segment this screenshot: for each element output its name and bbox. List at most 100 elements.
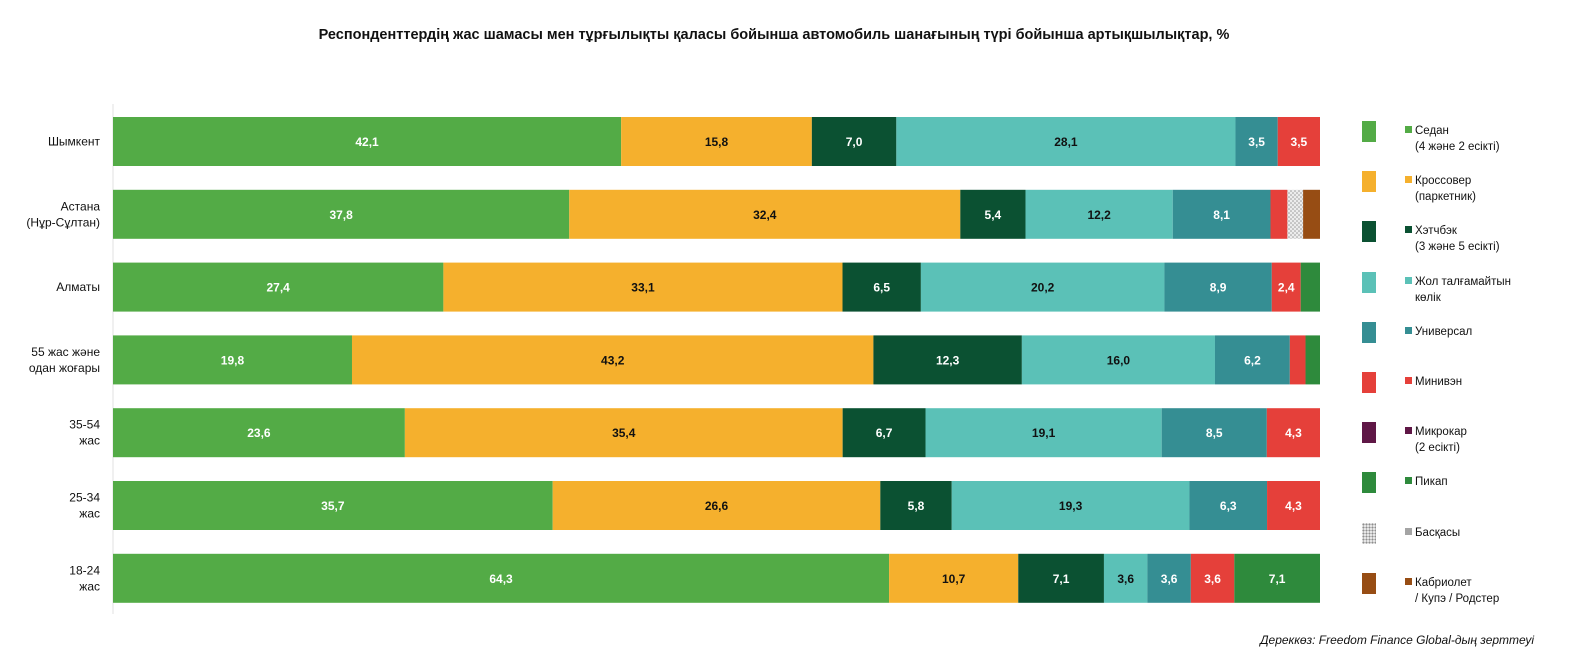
- legend-item: Универсал: [1362, 319, 1577, 359]
- legend-label: Хэтчбэк (3 және 5 есікті): [1415, 225, 1500, 254]
- bar-segment: [351, 335, 874, 385]
- category-label: 35-54 жас: [69, 418, 100, 448]
- legend-swatch: [1362, 472, 1376, 494]
- bar-segment: [113, 335, 352, 385]
- data-label: 15,8: [705, 135, 729, 149]
- bar-segment: [842, 262, 921, 312]
- legend-swatch: [1362, 422, 1376, 444]
- data-label: 7,1: [1269, 572, 1286, 586]
- bars-layer: 42,1 15,8 7,0 28,1 3,5 3,5 37,8 32,4 5,4 12,2 8,1 2…: [113, 117, 1320, 603]
- bar-segment: [1270, 189, 1288, 239]
- legend-label: Минивэн: [1415, 376, 1463, 388]
- bar-segment: [1234, 553, 1320, 603]
- bar-segment: [1289, 335, 1306, 385]
- bar-segment: [920, 262, 1165, 312]
- category-label: 18-24 жас: [69, 563, 100, 593]
- bar-segment: [1021, 335, 1215, 385]
- data-label: 35,4: [612, 426, 636, 440]
- legend-swatch: [1362, 321, 1376, 343]
- bar-segment: [113, 408, 405, 458]
- bar-segment: [1018, 553, 1104, 603]
- data-label: 3,5: [1248, 135, 1265, 149]
- bar-segment: [925, 408, 1162, 458]
- legend-item: Микрокар (2 есікті): [1362, 419, 1577, 459]
- category-label: Астана (Нұр-Сұлтан): [26, 199, 100, 229]
- stacked-bar-chart: 42,1 15,8 7,0 28,1 3,5 3,5 37,8 32,4 5,4 12,2 8,1 2…: [26, 104, 1320, 614]
- legend-swatch: [1362, 522, 1376, 544]
- category-label: Алматы: [56, 280, 100, 294]
- legend-label: Седан (4 және 2 есікті): [1415, 125, 1500, 153]
- legend-marker: [1405, 176, 1412, 184]
- legend-label: Микрокар (2 есікті): [1415, 426, 1467, 455]
- bar-segment: [1277, 117, 1320, 166]
- data-label: 4,3: [1285, 499, 1302, 513]
- data-label: 5,4: [985, 208, 1002, 222]
- bar-segment: [1300, 262, 1320, 312]
- bar-segment: [113, 553, 890, 603]
- legend-marker: [1405, 477, 1412, 485]
- bar-segment: [552, 481, 881, 530]
- data-label: 20,2: [1031, 281, 1055, 295]
- bar-segment: [1190, 553, 1235, 603]
- legend-item: Кабриолет / Купэ / Родстер: [1362, 570, 1577, 610]
- bar-segment: [960, 189, 1026, 239]
- legend-marker: [1405, 427, 1412, 435]
- legend-item: Басқасы: [1362, 520, 1577, 560]
- data-label: 6,2: [1244, 353, 1261, 367]
- data-label: 4,3: [1285, 426, 1302, 440]
- bar-segment: [1189, 481, 1268, 530]
- legend-swatch: [1362, 171, 1376, 193]
- data-label: 10,7: [942, 572, 966, 586]
- bar-segment: [896, 117, 1236, 166]
- data-label: 5,8: [908, 499, 925, 513]
- legend-item: Хэтчбэк (3 және 5 есікті): [1362, 218, 1577, 258]
- legend-marker: [1405, 226, 1412, 234]
- legend-marker: [1405, 276, 1412, 284]
- data-label: 16,0: [1107, 353, 1131, 367]
- bar-segment: [1103, 553, 1148, 603]
- category-label: 55 жас және одан жоғары: [29, 345, 100, 375]
- legend-label: Кроссовер (паркетник): [1415, 175, 1476, 204]
- bar-segment: [621, 117, 812, 166]
- bar-segment: [842, 408, 926, 458]
- data-label: 8,9: [1210, 281, 1227, 295]
- bar-segment: [443, 262, 843, 312]
- bar-segment: [1305, 335, 1320, 385]
- legend-label: Басқасы: [1415, 526, 1461, 539]
- bar-segment: [1271, 262, 1301, 312]
- legend-swatch: [1362, 221, 1376, 243]
- legend-label: Жол талғамайтын көлік: [1415, 275, 1511, 304]
- bar-segment: [880, 481, 952, 530]
- bar-segment: [113, 117, 622, 166]
- data-label: 19,3: [1059, 499, 1083, 513]
- data-label: 3,6: [1117, 572, 1134, 586]
- data-label: 23,6: [247, 426, 271, 440]
- legend-marker: [1405, 377, 1412, 384]
- legend-swatch: [1362, 121, 1376, 142]
- data-label: 3,5: [1291, 135, 1308, 149]
- bar-segment: [1287, 189, 1304, 239]
- data-label: 19,8: [221, 353, 245, 367]
- legend-label: Кабриолет / Купэ / Родстер: [1415, 576, 1500, 605]
- bar-segment: [1172, 189, 1271, 239]
- bar-segment: [951, 481, 1190, 530]
- data-label: 43,2: [601, 353, 625, 367]
- bar-segment: [1147, 553, 1191, 603]
- bar-segment: [1235, 117, 1278, 166]
- bar-segment: [1214, 335, 1290, 385]
- bar-segment: [113, 262, 444, 312]
- category-label: 25-34 жас: [69, 491, 100, 521]
- legend-marker: [1405, 326, 1412, 334]
- data-label: 37,8: [329, 208, 353, 222]
- data-label: 19,1: [1032, 426, 1056, 440]
- source-note: Дереккөз: Freedom Finance Global-дың зер…: [1260, 633, 1534, 647]
- data-label: 42,1: [355, 135, 379, 149]
- legend-item: Минивэн: [1362, 369, 1577, 409]
- bar-segment: [113, 481, 553, 530]
- legend-marker: [1405, 527, 1412, 535]
- data-label: 27,4: [267, 281, 291, 295]
- data-label: 8,1: [1213, 208, 1230, 222]
- bar-segment: [1161, 408, 1267, 458]
- data-label: 33,1: [631, 281, 655, 295]
- legend-swatch: [1362, 271, 1376, 293]
